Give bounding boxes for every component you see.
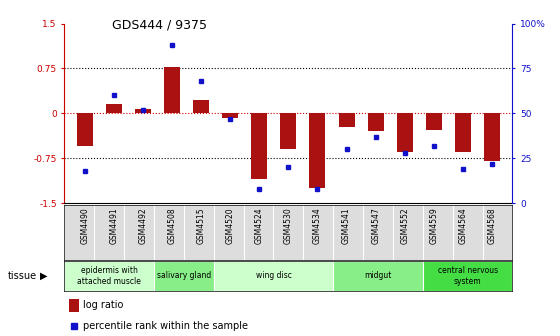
Bar <box>397 114 413 152</box>
Bar <box>69 299 79 312</box>
Text: log ratio: log ratio <box>83 300 124 310</box>
Bar <box>164 67 180 114</box>
Text: GSM4524: GSM4524 <box>255 208 264 244</box>
Text: GSM4552: GSM4552 <box>400 208 409 244</box>
Bar <box>64 261 154 291</box>
Text: GSM4492: GSM4492 <box>138 208 147 244</box>
Text: GSM4541: GSM4541 <box>342 208 351 244</box>
Bar <box>193 100 209 114</box>
Bar <box>423 261 512 291</box>
Text: GSM4491: GSM4491 <box>109 208 118 244</box>
Bar <box>214 261 333 291</box>
Bar <box>154 261 214 291</box>
Bar <box>484 114 500 161</box>
Text: ▶: ▶ <box>40 271 48 281</box>
Bar <box>281 114 296 150</box>
Bar <box>77 114 93 146</box>
Text: tissue: tissue <box>7 271 36 281</box>
Bar <box>455 114 471 152</box>
Text: wing disc: wing disc <box>255 271 291 280</box>
Text: GSM4564: GSM4564 <box>459 208 468 245</box>
Text: GSM4568: GSM4568 <box>488 208 497 244</box>
Text: GSM4547: GSM4547 <box>371 208 380 245</box>
Text: central nervous
system: central nervous system <box>437 266 498 286</box>
Text: GSM4515: GSM4515 <box>197 208 206 244</box>
Bar <box>339 114 354 127</box>
Text: GSM4520: GSM4520 <box>226 208 235 244</box>
Bar <box>222 114 238 118</box>
Text: percentile rank within the sample: percentile rank within the sample <box>83 322 248 331</box>
Bar <box>251 114 267 179</box>
Text: epidermis with
attached muscle: epidermis with attached muscle <box>77 266 141 286</box>
Bar <box>368 114 384 131</box>
Text: GSM4559: GSM4559 <box>430 208 438 245</box>
Bar <box>106 104 122 114</box>
Bar <box>310 114 325 188</box>
Text: GSM4534: GSM4534 <box>313 208 322 245</box>
Bar <box>426 114 442 130</box>
Text: midgut: midgut <box>365 271 391 280</box>
Text: GSM4490: GSM4490 <box>80 208 89 245</box>
Text: salivary gland: salivary gland <box>157 271 211 280</box>
Bar <box>135 109 151 114</box>
Text: GDS444 / 9375: GDS444 / 9375 <box>112 18 207 32</box>
Text: GSM4530: GSM4530 <box>284 208 293 245</box>
Bar <box>333 261 423 291</box>
Text: GSM4508: GSM4508 <box>167 208 176 244</box>
